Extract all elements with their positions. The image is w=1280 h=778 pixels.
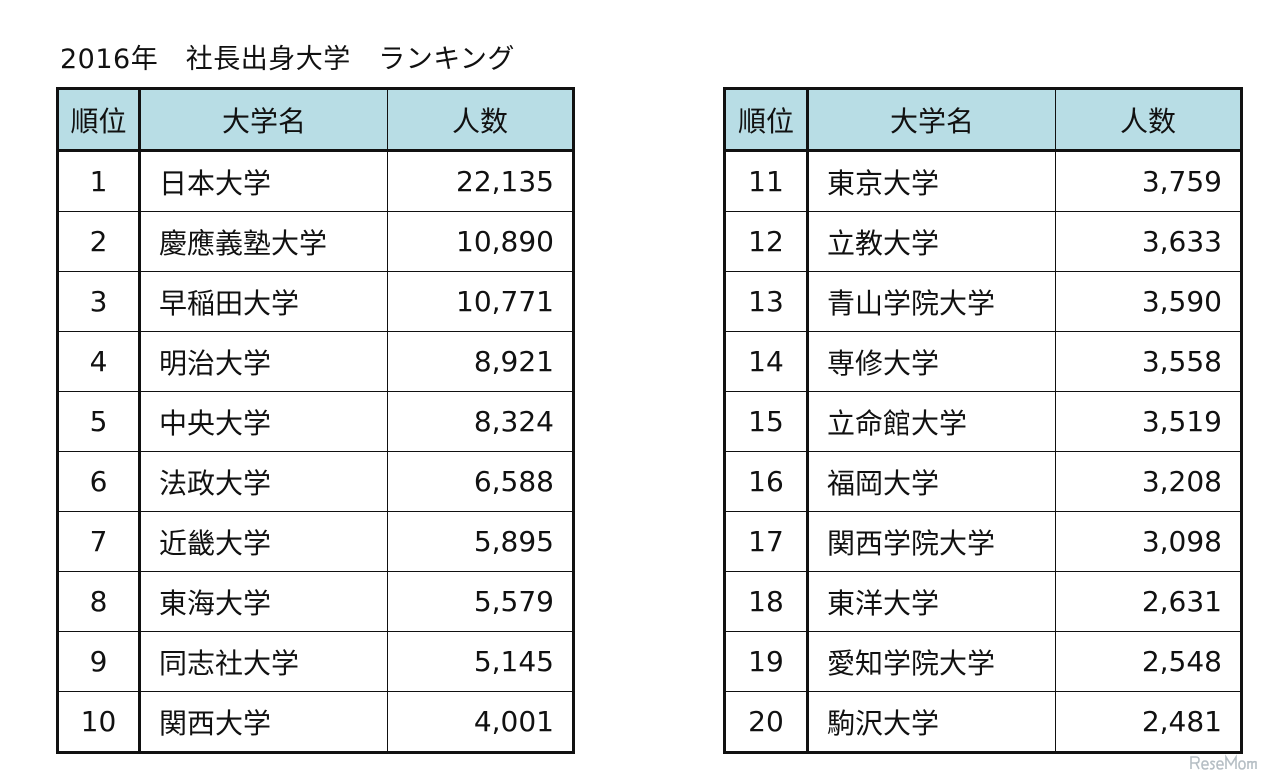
rank-cell: 11 bbox=[724, 150, 809, 212]
table-row: 9 同志社大学 5,145 bbox=[57, 631, 574, 692]
count-cell: 5,895 bbox=[387, 511, 574, 572]
resemom-logo-icon bbox=[1190, 754, 1257, 770]
university-cell: 愛知学院大学 bbox=[807, 631, 1056, 692]
table-row: 19 愛知学院大学 2,548 bbox=[724, 631, 1242, 692]
count-cell: 22,135 bbox=[387, 150, 574, 212]
count-cell: 3,558 bbox=[1055, 331, 1242, 392]
count-cell: 3,208 bbox=[1055, 451, 1242, 512]
university-cell: 関西学院大学 bbox=[807, 511, 1056, 572]
table-row: 6 法政大学 6,588 bbox=[57, 451, 574, 512]
table-row: 17 関西学院大学 3,098 bbox=[724, 511, 1242, 572]
count-cell: 3,759 bbox=[1055, 150, 1242, 212]
count-cell: 3,098 bbox=[1055, 511, 1242, 572]
university-cell: 日本大学 bbox=[139, 150, 388, 212]
table-row: 14 専修大学 3,558 bbox=[724, 331, 1242, 392]
table-row: 20 駒沢大学 2,481 bbox=[724, 691, 1242, 753]
university-cell: 立教大学 bbox=[807, 211, 1056, 272]
rank-cell: 8 bbox=[57, 571, 141, 632]
header-row: 順位 大学名 人数 bbox=[724, 88, 1242, 152]
rank-cell: 13 bbox=[724, 271, 809, 332]
rank-cell: 14 bbox=[724, 331, 809, 392]
header-row: 順位 大学名 人数 bbox=[57, 88, 574, 152]
university-cell: 中央大学 bbox=[139, 391, 388, 452]
count-cell: 10,890 bbox=[387, 211, 574, 272]
table-row: 2 慶應義塾大学 10,890 bbox=[57, 211, 574, 272]
table-row: 7 近畿大学 5,895 bbox=[57, 511, 574, 572]
count-cell: 5,145 bbox=[387, 631, 574, 692]
university-cell: 東海大学 bbox=[139, 571, 388, 632]
table-row: 10 関西大学 4,001 bbox=[57, 691, 574, 753]
rank-cell: 3 bbox=[57, 271, 141, 332]
university-cell: 法政大学 bbox=[139, 451, 388, 512]
university-cell: 同志社大学 bbox=[139, 631, 388, 692]
university-cell: 早稲田大学 bbox=[139, 271, 388, 332]
count-cell: 8,324 bbox=[387, 391, 574, 452]
university-cell: 関西大学 bbox=[139, 691, 388, 753]
count-cell: 3,633 bbox=[1055, 211, 1242, 272]
count-cell: 6,588 bbox=[387, 451, 574, 512]
table-row: 8 東海大学 5,579 bbox=[57, 571, 574, 632]
university-cell: 近畿大学 bbox=[139, 511, 388, 572]
table-row: 18 東洋大学 2,631 bbox=[724, 571, 1242, 632]
count-cell: 2,481 bbox=[1055, 691, 1242, 753]
rank-cell: 6 bbox=[57, 451, 141, 512]
count-cell: 3,519 bbox=[1055, 391, 1242, 452]
rank-cell: 5 bbox=[57, 391, 141, 452]
table-row: 3 早稲田大学 10,771 bbox=[57, 271, 574, 332]
count-cell: 10,771 bbox=[387, 271, 574, 332]
count-cell: 8,921 bbox=[387, 331, 574, 392]
rank-cell: 15 bbox=[724, 391, 809, 452]
table-row: 11 東京大学 3,759 bbox=[724, 150, 1242, 212]
rank-cell: 12 bbox=[724, 211, 809, 272]
university-cell: 明治大学 bbox=[139, 331, 388, 392]
column-header-count: 人数 bbox=[1055, 88, 1242, 152]
column-header-count: 人数 bbox=[387, 88, 574, 152]
rank-cell: 2 bbox=[57, 211, 141, 272]
university-cell: 福岡大学 bbox=[807, 451, 1056, 512]
university-cell: 立命館大学 bbox=[807, 391, 1056, 452]
rank-cell: 1 bbox=[57, 150, 141, 212]
university-cell: 駒沢大学 bbox=[807, 691, 1056, 753]
rank-cell: 17 bbox=[724, 511, 809, 572]
count-cell: 2,631 bbox=[1055, 571, 1242, 632]
count-cell: 3,590 bbox=[1055, 271, 1242, 332]
university-cell: 東京大学 bbox=[807, 150, 1056, 212]
table-row: 4 明治大学 8,921 bbox=[57, 331, 574, 392]
column-header-rank: 順位 bbox=[724, 88, 809, 152]
count-cell: 4,001 bbox=[387, 691, 574, 753]
count-cell: 2,548 bbox=[1055, 631, 1242, 692]
column-header-university: 大学名 bbox=[807, 88, 1056, 152]
rank-cell: 20 bbox=[724, 691, 809, 753]
rank-cell: 9 bbox=[57, 631, 141, 692]
rank-cell: 7 bbox=[57, 511, 141, 572]
university-cell: 東洋大学 bbox=[807, 571, 1056, 632]
university-cell: 専修大学 bbox=[807, 331, 1056, 392]
table-row: 1 日本大学 22,135 bbox=[57, 150, 574, 212]
ranking-table-left: 順位 大学名 人数 1 日本大学 22,135 2 慶應義塾大学 10,890 … bbox=[56, 87, 575, 754]
table-row: 15 立命館大学 3,519 bbox=[724, 391, 1242, 452]
rank-cell: 19 bbox=[724, 631, 809, 692]
rank-cell: 10 bbox=[57, 691, 141, 753]
ranking-table-right: 順位 大学名 人数 11 東京大学 3,759 12 立教大学 3,633 13… bbox=[723, 87, 1243, 754]
rank-cell: 4 bbox=[57, 331, 141, 392]
table-row: 12 立教大学 3,633 bbox=[724, 211, 1242, 272]
column-header-university: 大学名 bbox=[139, 88, 388, 152]
column-header-rank: 順位 bbox=[57, 88, 141, 152]
university-cell: 青山学院大学 bbox=[807, 271, 1056, 332]
table-row: 16 福岡大学 3,208 bbox=[724, 451, 1242, 512]
table-row: 5 中央大学 8,324 bbox=[57, 391, 574, 452]
page-title: 2016年 社長出身大学 ランキング bbox=[60, 44, 515, 75]
count-cell: 5,579 bbox=[387, 571, 574, 632]
rank-cell: 18 bbox=[724, 571, 809, 632]
rank-cell: 16 bbox=[724, 451, 809, 512]
university-cell: 慶應義塾大学 bbox=[139, 211, 388, 272]
table-row: 13 青山学院大学 3,590 bbox=[724, 271, 1242, 332]
